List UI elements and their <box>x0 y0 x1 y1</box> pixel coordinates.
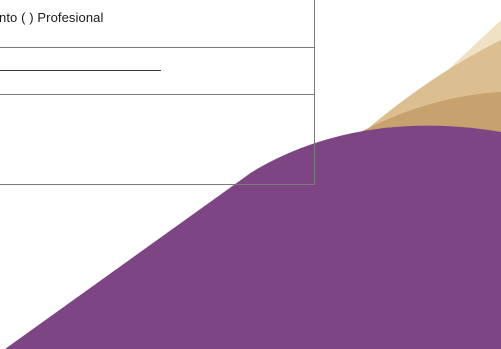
form-cell: nto ( ) Profesional <box>0 0 315 48</box>
form-row-blank-line <box>0 47 315 95</box>
form-row-empty <box>0 94 315 185</box>
form-cell <box>0 94 315 185</box>
purple-wave <box>5 125 501 349</box>
form-table: nto ( ) Profesional <box>0 0 315 185</box>
profile-type-label: nto ( ) Profesional <box>0 10 104 25</box>
form-cell <box>0 47 315 95</box>
fill-in-line <box>0 70 161 71</box>
form-row-profile-type: nto ( ) Profesional <box>0 0 315 48</box>
